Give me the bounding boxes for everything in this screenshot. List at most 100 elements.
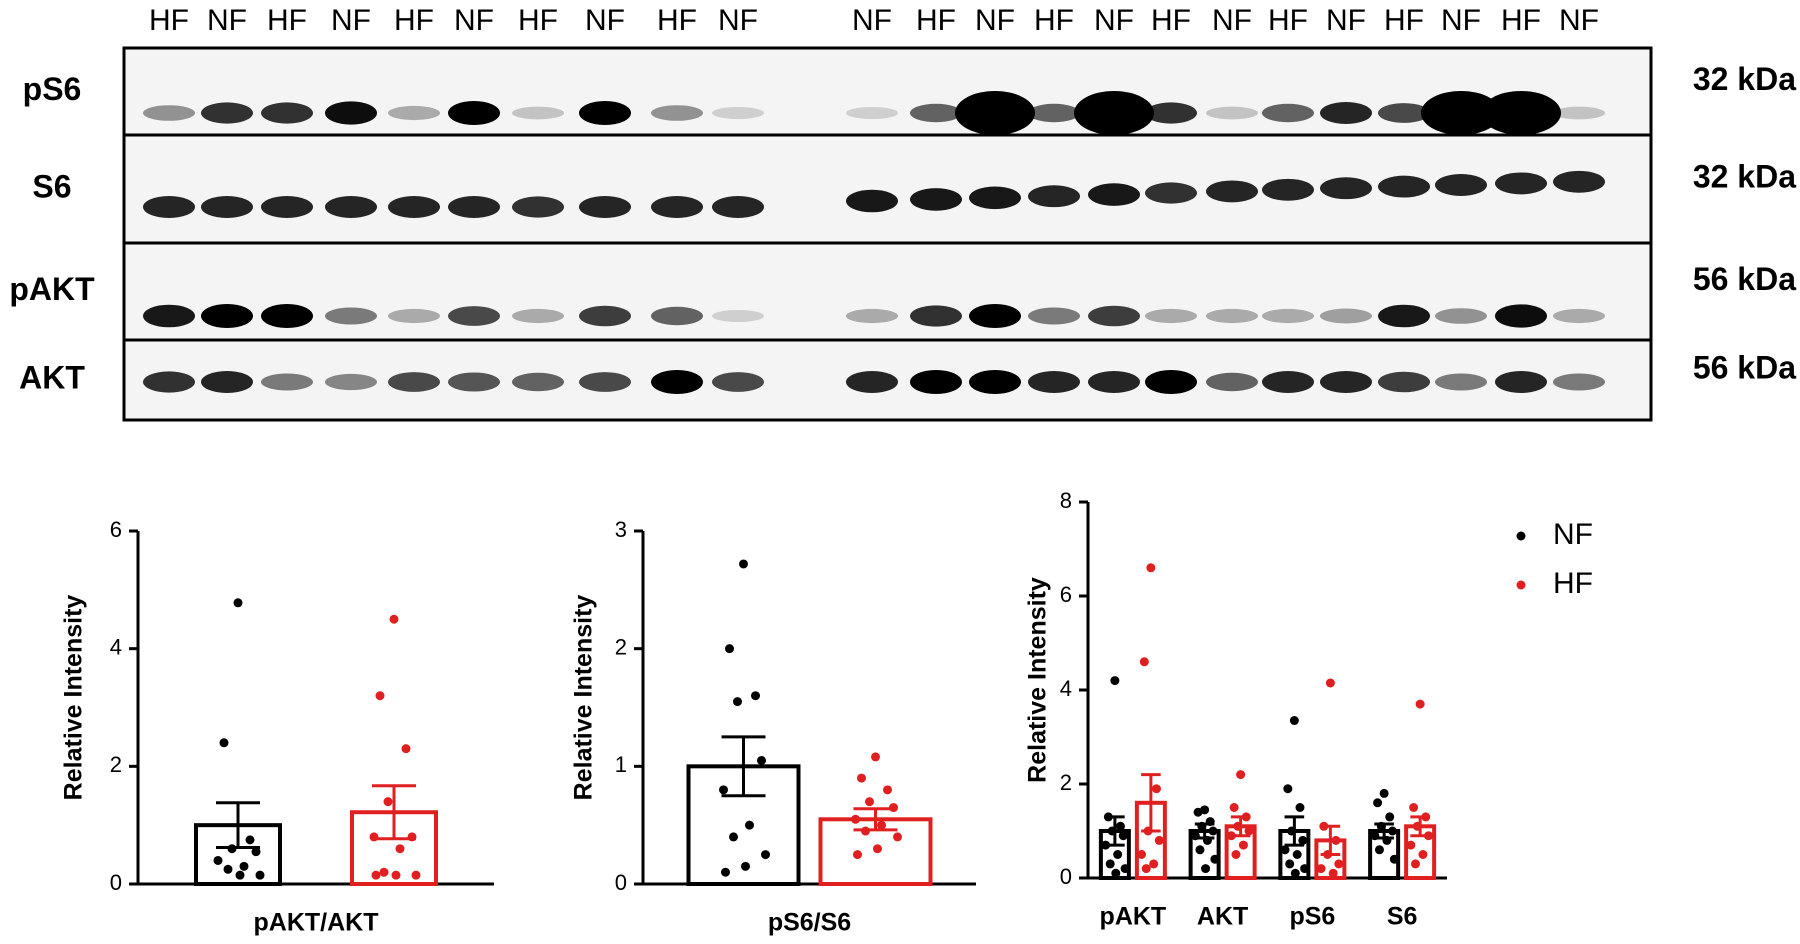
data-point xyxy=(1201,864,1211,874)
y-tick-label: 0 xyxy=(615,870,627,895)
data-point xyxy=(1331,835,1341,845)
blot-band xyxy=(1320,308,1372,324)
data-point xyxy=(1141,864,1151,874)
blot-band xyxy=(712,106,764,120)
data-point xyxy=(1370,831,1380,841)
data-point xyxy=(1385,812,1395,822)
data-point xyxy=(1415,699,1425,709)
blot-band xyxy=(1378,304,1430,328)
data-point xyxy=(1300,864,1310,874)
data-point xyxy=(1382,835,1392,845)
data-point xyxy=(371,870,381,880)
data-point xyxy=(1421,812,1431,822)
lane-label: HF xyxy=(518,4,558,37)
size-label: 32 kDa xyxy=(1693,158,1796,194)
data-point xyxy=(725,644,734,654)
data-point xyxy=(1233,821,1243,831)
blot-band xyxy=(1262,308,1314,324)
blot-band xyxy=(143,196,195,218)
lane-label: HF xyxy=(1151,4,1191,37)
y-tick-label: 6 xyxy=(1060,582,1072,607)
data-point xyxy=(1328,868,1338,878)
blot-band xyxy=(651,105,703,121)
data-point xyxy=(1146,563,1156,573)
legend-label: HF xyxy=(1553,567,1593,600)
blot-band xyxy=(1262,371,1314,393)
data-point xyxy=(1154,835,1164,845)
data-point xyxy=(851,814,860,824)
blot-band xyxy=(1378,175,1430,198)
lane-label: NF xyxy=(331,4,371,37)
blot-band xyxy=(1206,308,1258,324)
lane-label: NF xyxy=(1094,4,1134,37)
blot-band xyxy=(512,372,564,392)
data-point xyxy=(1388,826,1398,836)
blot-band xyxy=(712,196,764,218)
blot-band xyxy=(143,304,195,328)
data-point xyxy=(1149,859,1159,869)
blot-band xyxy=(1028,307,1080,325)
x-axis-label: pAKT/AKT xyxy=(254,909,379,937)
data-point xyxy=(239,861,249,871)
blot-band xyxy=(1074,91,1154,135)
blot-band xyxy=(512,106,564,120)
blot-band xyxy=(448,101,500,125)
blot-band xyxy=(712,309,764,323)
blot-band xyxy=(261,196,313,218)
data-point xyxy=(235,870,245,880)
data-point xyxy=(1236,770,1246,780)
data-point xyxy=(1190,831,1200,841)
blot-band xyxy=(1553,170,1605,193)
blot-band xyxy=(1145,182,1197,204)
data-point xyxy=(1101,840,1111,850)
blot-band xyxy=(512,196,564,218)
data-point xyxy=(861,826,870,836)
data-point xyxy=(1376,821,1386,831)
blot-band xyxy=(1495,371,1547,393)
lane-label: NF xyxy=(1441,4,1481,37)
data-point xyxy=(1238,840,1248,850)
lane-label: NF xyxy=(454,4,494,37)
blot-band xyxy=(388,196,440,218)
data-point xyxy=(1280,845,1290,855)
blot-band xyxy=(1481,91,1561,135)
lane-label: NF xyxy=(1326,4,1366,37)
blot-band xyxy=(1320,102,1372,124)
blot-band xyxy=(1028,371,1080,393)
data-point xyxy=(1389,854,1399,864)
data-point xyxy=(865,797,874,807)
data-point xyxy=(1334,859,1344,869)
data-point xyxy=(741,861,750,871)
lane-label: HF xyxy=(916,4,956,37)
blot-band xyxy=(1320,177,1372,200)
data-point xyxy=(1210,854,1220,864)
blot-band xyxy=(388,308,440,324)
data-point xyxy=(1107,826,1117,836)
data-point xyxy=(1193,807,1203,817)
data-point xyxy=(1231,850,1241,859)
blot-band xyxy=(969,186,1021,210)
blot-band xyxy=(261,304,313,328)
data-point xyxy=(1289,716,1299,726)
lane-label: HF xyxy=(1034,4,1074,37)
lane-label: HF xyxy=(1268,4,1308,37)
y-tick-label: 4 xyxy=(110,634,122,659)
data-point xyxy=(857,773,866,783)
lane-label: HF xyxy=(149,4,189,37)
x-tick-label: pS6 xyxy=(1289,903,1335,931)
blot-band xyxy=(1262,178,1314,201)
y-axis-label: Relative Intensity xyxy=(1024,577,1052,783)
data-point xyxy=(1290,868,1300,878)
size-label: 56 kDa xyxy=(1693,261,1796,297)
blot-band xyxy=(448,372,500,392)
data-point xyxy=(873,844,882,854)
data-point xyxy=(1285,859,1295,869)
lane-label: NF xyxy=(975,4,1015,37)
data-point xyxy=(1137,850,1147,859)
blot-band xyxy=(1378,103,1430,123)
data-point xyxy=(1197,821,1207,831)
blot-band xyxy=(1145,308,1197,324)
legend-marker xyxy=(1516,531,1526,541)
blot-band xyxy=(143,105,195,121)
